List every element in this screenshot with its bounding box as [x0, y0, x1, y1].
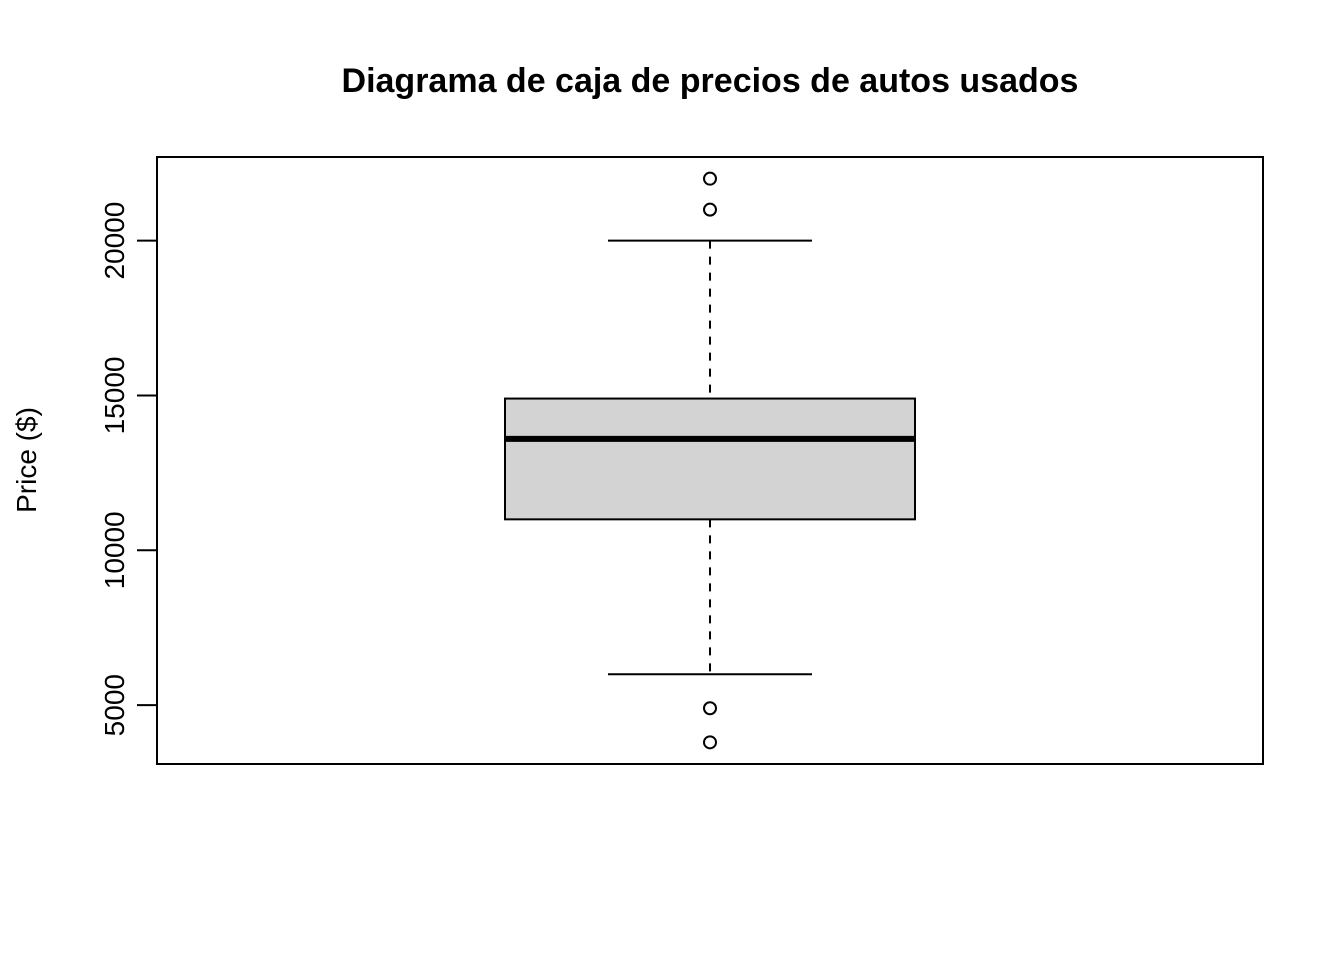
y-axis: 5000 10000 15000 20000 — [99, 202, 158, 736]
iqr-box — [504, 397, 916, 521]
y-axis-label: Price ($) — [11, 407, 42, 513]
boxplot-group — [504, 171, 916, 750]
outlier-point — [703, 701, 717, 716]
y-tick-label: 10000 — [99, 511, 130, 589]
outlier-point — [703, 735, 717, 750]
y-tick-label: 20000 — [99, 202, 130, 280]
outlier-point — [703, 202, 717, 217]
outlier-point — [703, 171, 717, 186]
y-tick-label: 15000 — [99, 357, 130, 435]
chart-title: Diagrama de caja de precios de autos usa… — [342, 62, 1079, 100]
y-tick-label: 5000 — [99, 674, 130, 736]
